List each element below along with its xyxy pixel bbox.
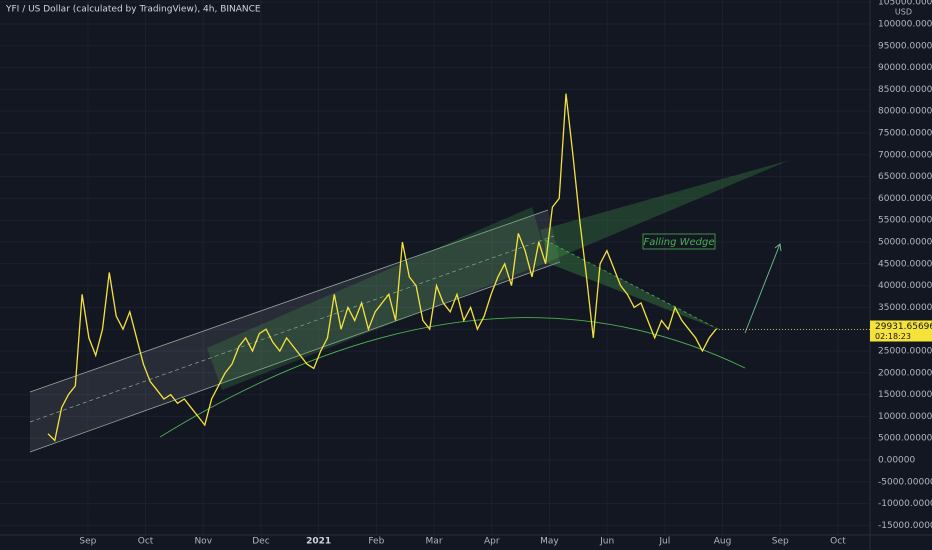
y-tick-label: 95000.00000 [878,41,932,51]
y-tick-label: 90000.00000 [878,63,932,73]
y-tick-label: 45000.00000 [878,259,932,269]
x-tick-label: Feb [368,537,384,547]
x-tick-label: Aug [714,537,732,547]
annotation: Falling Wedge [644,237,715,248]
channel-bottom [29,261,561,453]
arrow-head [774,243,782,252]
x-tick-label: 2021 [306,537,331,547]
y-tick-label: 105000.00000 [878,0,932,8]
y-tick-label: 20000.00000 [878,368,932,378]
arc [159,317,746,438]
x-tick-label: Jun [599,537,614,547]
x-tick-label: Dec [252,537,269,547]
channel-top [29,209,549,393]
y-tick-label: 85000.00000 [878,85,932,95]
y-tick-label: 0.00000 [878,456,915,466]
last-price: 29931.65696 [875,322,932,332]
y-tick-label: 5000.00000 [878,434,932,444]
x-tick-label: Oct [830,537,846,547]
y-tick-label: 70000.00000 [878,150,932,160]
grid [0,0,870,535]
chart-title: YFI / US Dollar (calculated by TradingVi… [5,5,261,15]
last-price-box [870,320,932,342]
projection [540,160,790,262]
y-tick-label: 15000.00000 [878,390,932,400]
y-tick-label: 75000.00000 [878,128,932,138]
x-tick-label: Jul [658,537,670,547]
y-tick-label: 55000.00000 [878,216,932,226]
x-tick-label: Mar [426,537,443,547]
annotation-box [642,233,716,250]
y-unit: USD [895,8,912,17]
y-tick-label: 65000.00000 [878,172,932,182]
green-zone [207,207,548,390]
y-tick-label: 80000.00000 [878,107,932,117]
wedge-top [544,239,721,331]
x-tick-label: Oct [138,537,154,547]
y-tick-label: 40000.00000 [878,281,932,291]
y-tick-label: 25000.00000 [878,346,932,356]
x-tick-label: Apr [484,537,500,547]
channel-mid [29,235,555,423]
y-tick-label: -10000.00000 [878,499,932,509]
x-tick-label: Nov [194,537,212,547]
price-line [47,93,717,442]
countdown: 02:18:23 [875,332,911,341]
y-tick-label: 100000.00000 [878,19,932,29]
drawings: Falling Wedge [29,160,790,453]
x-tick-label: Sep [772,537,789,547]
y-tick-label: -15000.00000 [878,521,932,531]
arrow [744,243,781,334]
x-tick-label: Sep [79,537,96,547]
y-tick-label: 50000.00000 [878,237,932,247]
x-tick-label: May [540,537,559,547]
channel [30,210,560,452]
y-tick-label: -5000.00000 [878,477,932,487]
y-tick-label: 35000.00000 [878,303,932,313]
y-tick-label: 60000.00000 [878,194,932,204]
y-tick-label: 10000.00000 [878,412,932,422]
